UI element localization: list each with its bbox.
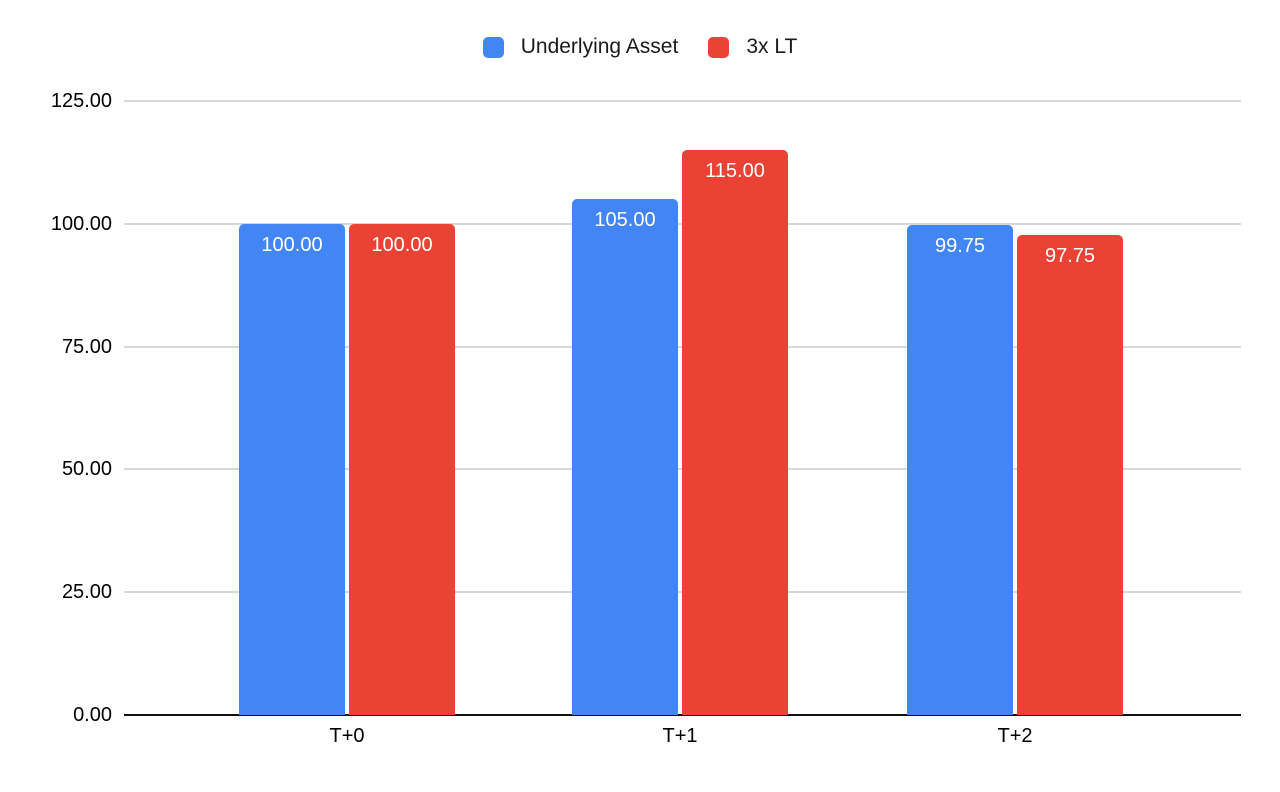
bar-3x-lt-t-2: 97.75 [1017, 234, 1123, 715]
chart-legend: Underlying Asset 3x LT [0, 35, 1280, 59]
bar-value-label: 115.00 [705, 160, 765, 183]
legend-swatch-3x-lt [708, 36, 730, 58]
bar-underlying-asset-t-2: 99.75 [907, 225, 1013, 715]
x-axis-category-label: T+0 [329, 725, 365, 747]
bar-value-label: 100.00 [261, 233, 323, 256]
legend-swatch-underlying-asset [482, 36, 504, 58]
y-gridline [124, 100, 1241, 102]
bar-value-label: 105.00 [594, 209, 656, 232]
x-axis-category-label: T+2 [997, 725, 1033, 747]
bar-3x-lt-t-0: 100.00 [349, 223, 455, 715]
legend-item-label: Underlying Asset [520, 35, 679, 58]
y-axis-tick-label: 75.00 [61, 335, 112, 358]
bar-3x-lt-t-1: 115.00 [682, 150, 788, 715]
legend-item-3x-lt: 3x LT [708, 35, 797, 59]
y-axis-tick-label: 100.00 [50, 212, 112, 235]
bar-value-label: 100.00 [371, 233, 433, 256]
y-axis-tick-label: 0.00 [73, 704, 112, 726]
y-axis-tick-label: 25.00 [61, 581, 112, 604]
bar-value-label: 99.75 [934, 235, 986, 258]
y-axis-tick-label: 50.00 [61, 458, 112, 481]
legend-item-label: 3x LT [746, 35, 798, 58]
x-axis-baseline [124, 713, 1241, 717]
x-axis-category-label: T+1 [662, 725, 698, 747]
bar-underlying-asset-t-0: 100.00 [239, 223, 345, 715]
bar-value-label: 97.75 [1044, 244, 1096, 267]
bar-underlying-asset-t-1: 105.00 [572, 199, 678, 715]
legend-item-underlying-asset: Underlying Asset [482, 35, 679, 59]
y-axis-tick-label: 125.00 [50, 90, 112, 112]
